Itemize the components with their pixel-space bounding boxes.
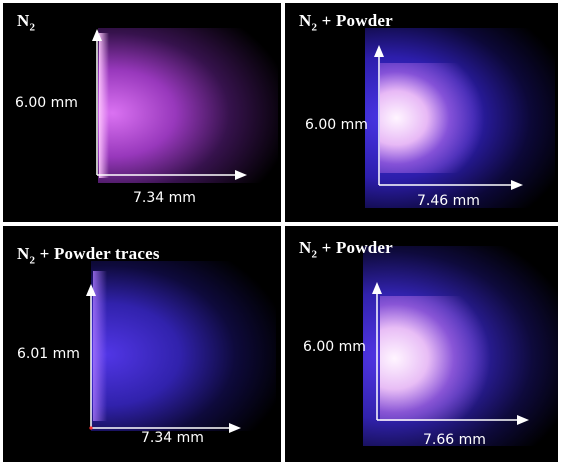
width-label: 7.66 mm — [423, 432, 486, 448]
measurement-arrows — [372, 282, 529, 425]
measurement-arrows — [86, 284, 241, 433]
panel-title: N2 — [17, 11, 36, 34]
width-label: 7.34 mm — [133, 190, 196, 206]
panel-title: N2 + Powder — [299, 238, 393, 261]
measurement-arrows — [92, 29, 247, 180]
panel-title: N2 + Powder — [299, 11, 393, 34]
width-label: 7.34 mm — [141, 430, 204, 446]
panel-n2-powder-1: N2 + Powder 6.00 mm 7.46 mm — [285, 3, 558, 222]
height-label: 6.00 mm — [303, 339, 366, 355]
height-label: 6.00 mm — [15, 95, 78, 111]
panel-n2: N2 6.00 mm 7.34 mm — [3, 3, 281, 222]
panel-n2-powder-traces: N2 + Powder traces 6.01 mm 7.34 mm — [3, 226, 281, 462]
height-label: 6.00 mm — [305, 117, 368, 133]
panel-title: N2 + Powder traces — [17, 244, 160, 267]
measurement-arrows — [374, 45, 523, 190]
panel-n2-powder-2: N2 + Powder 6.00 mm 7.66 mm — [285, 226, 558, 462]
height-label: 6.01 mm — [17, 346, 80, 362]
width-label: 7.46 mm — [417, 193, 480, 209]
